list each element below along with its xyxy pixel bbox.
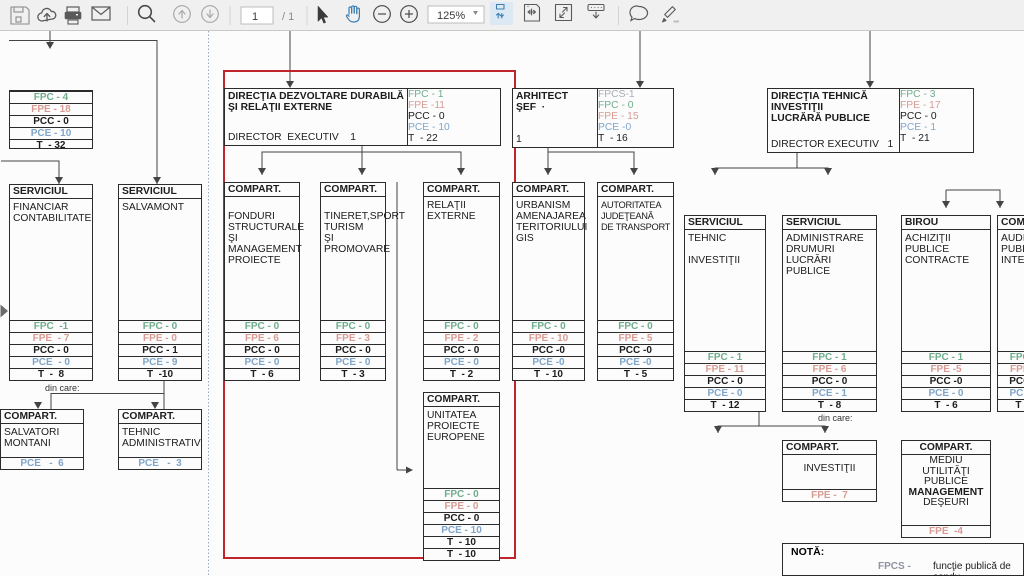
svg-text:/ 1: / 1 [282, 11, 294, 23]
svg-text:125%: 125% [437, 10, 465, 22]
svg-text:1: 1 [252, 11, 258, 23]
